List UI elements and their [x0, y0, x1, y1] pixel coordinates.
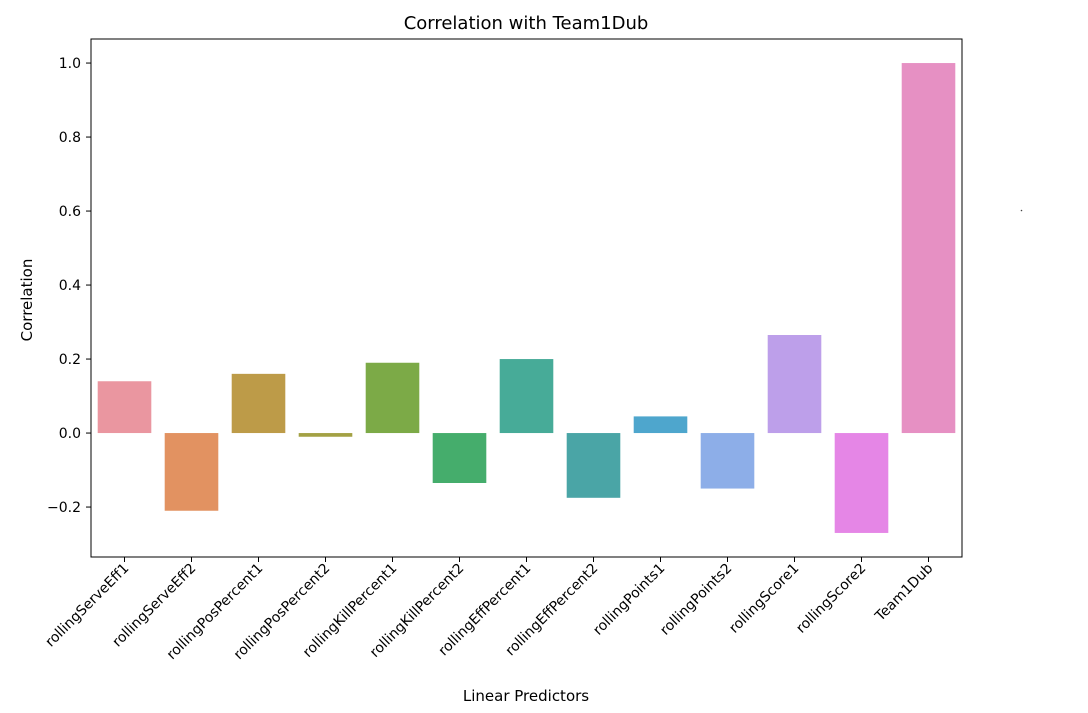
bar-rollingPosPercent2	[298, 433, 353, 437]
bar-rollingEffPercent1	[499, 359, 554, 434]
bar-rollingPoints1	[633, 416, 688, 434]
y-tick-label: 0.4	[59, 278, 81, 294]
bar-rollingPoints2	[700, 433, 755, 489]
x-tick-label: rollingPoints2	[657, 561, 735, 639]
plot-frame	[90, 38, 963, 558]
bar-Team1Dub	[901, 63, 956, 434]
x-axis-label: Linear Predictors	[463, 687, 589, 705]
y-axis-label: Correlation	[18, 259, 36, 342]
x-tick-label: rollingScore1	[726, 561, 802, 637]
bar-rollingScore2	[834, 433, 889, 533]
bar-rollingServeEff2	[164, 433, 219, 511]
x-tick-label: Team1Dub	[872, 560, 937, 625]
bar-rollingServeEff1	[97, 381, 152, 434]
x-axis-ticks: rollingServeEff1rollingServeEff2rollingP…	[43, 557, 937, 663]
x-tick-label: rollingScore2	[793, 561, 869, 637]
bars	[97, 63, 956, 533]
chart-title: Correlation with Team1Dub	[404, 13, 649, 34]
y-tick-label: 0.2	[59, 352, 81, 368]
bar-rollingPosPercent1	[231, 373, 286, 434]
stray-dot	[1020, 209, 1023, 212]
bar-rollingScore1	[767, 335, 822, 434]
y-tick-label: 0.8	[59, 130, 81, 146]
y-tick-label: 1.0	[59, 56, 81, 72]
y-tick-label: −0.2	[47, 500, 81, 516]
bar-rollingEffPercent2	[566, 433, 621, 498]
y-tick-label: 0.0	[59, 426, 81, 442]
bar-rollingKillPercent1	[365, 362, 420, 434]
bar-rollingKillPercent2	[432, 433, 487, 483]
y-tick-label: 0.6	[59, 204, 81, 220]
y-axis-ticks: −0.2 0.0 0.2 0.4 0.6 0.8 1.0	[47, 56, 91, 516]
